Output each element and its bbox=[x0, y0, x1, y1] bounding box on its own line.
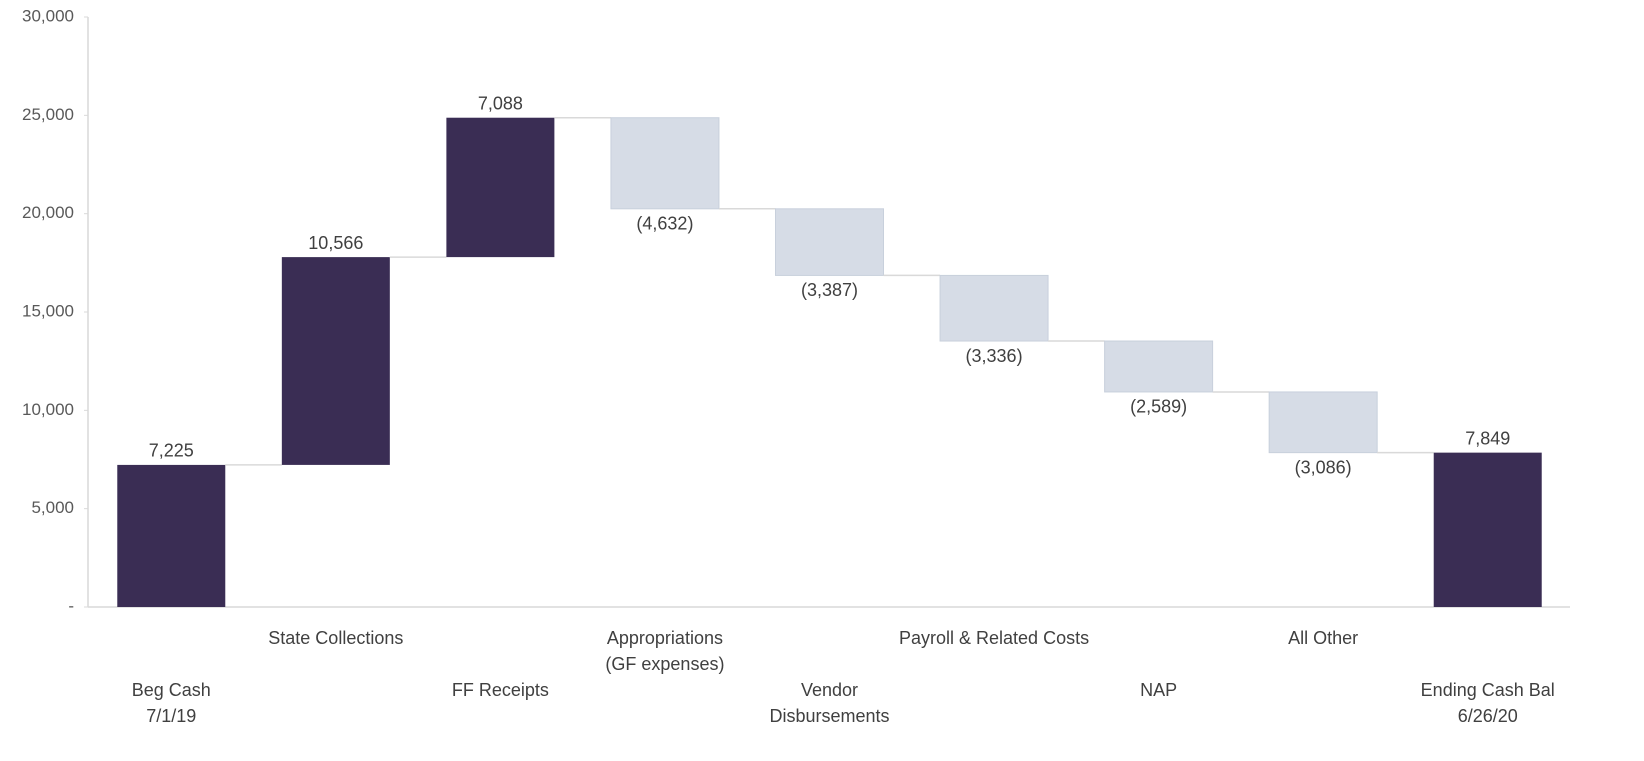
x-tick-label: State Collections bbox=[268, 628, 404, 648]
value-label: (3,086) bbox=[1295, 457, 1352, 477]
value-label: (3,336) bbox=[966, 346, 1023, 366]
y-tick-label: 5,000 bbox=[31, 498, 74, 517]
bar bbox=[610, 117, 720, 210]
value-label: 7,088 bbox=[478, 93, 523, 113]
y-tick-label: - bbox=[68, 596, 74, 615]
bar bbox=[117, 464, 226, 607]
value-label: 10,566 bbox=[308, 233, 363, 253]
bar bbox=[281, 257, 390, 465]
value-label: (4,632) bbox=[636, 214, 693, 234]
bar bbox=[1433, 452, 1542, 607]
x-tick-label: Beg Cash 7/1/19 bbox=[131, 680, 211, 726]
y-tick-label: 10,000 bbox=[22, 400, 74, 419]
x-tick-label: Appropriations (GF expenses) bbox=[605, 628, 725, 674]
y-tick-label: 20,000 bbox=[22, 203, 74, 222]
y-tick-label: 15,000 bbox=[22, 301, 74, 320]
bar bbox=[1268, 391, 1378, 454]
x-tick-label: Payroll & Related Costs bbox=[899, 628, 1090, 648]
bar bbox=[446, 117, 555, 258]
x-tick-label: FF Receipts bbox=[451, 680, 549, 700]
bar bbox=[775, 208, 884, 276]
value-label: (2,589) bbox=[1130, 397, 1187, 417]
y-tick-label: 25,000 bbox=[22, 105, 74, 124]
x-tick-label: NAP bbox=[1140, 680, 1178, 700]
value-label: 7,225 bbox=[149, 441, 194, 461]
x-tick-label: All Other bbox=[1288, 628, 1359, 648]
bar bbox=[939, 274, 1049, 342]
value-label: (3,387) bbox=[801, 280, 858, 300]
y-tick-label: 30,000 bbox=[22, 6, 74, 25]
x-tick-label: Vendor Disbursements bbox=[769, 680, 890, 726]
bar bbox=[1104, 340, 1214, 393]
value-label: 7,849 bbox=[1465, 428, 1510, 448]
x-tick-label: Ending Cash Bal 6/26/20 bbox=[1420, 680, 1555, 726]
